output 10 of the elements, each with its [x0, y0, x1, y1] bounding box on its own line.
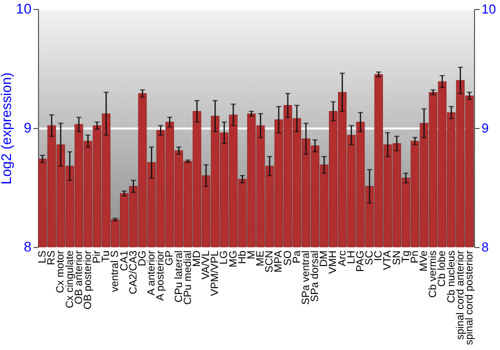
y2-tick-label: 9	[482, 120, 489, 136]
x-tick-label: MVe	[418, 250, 430, 272]
y2-tick-label: 8	[482, 240, 489, 254]
y-tick-label: 8	[24, 238, 32, 254]
y-axis-title: Log2 (expression)	[0, 72, 14, 185]
x-tick-label: RS	[46, 250, 58, 266]
y-tick-label: 10	[16, 0, 32, 16]
y2-tick-label: 10	[482, 2, 496, 16]
y-tick-label: 9	[24, 120, 32, 136]
x-tick-label: LG	[218, 250, 230, 265]
